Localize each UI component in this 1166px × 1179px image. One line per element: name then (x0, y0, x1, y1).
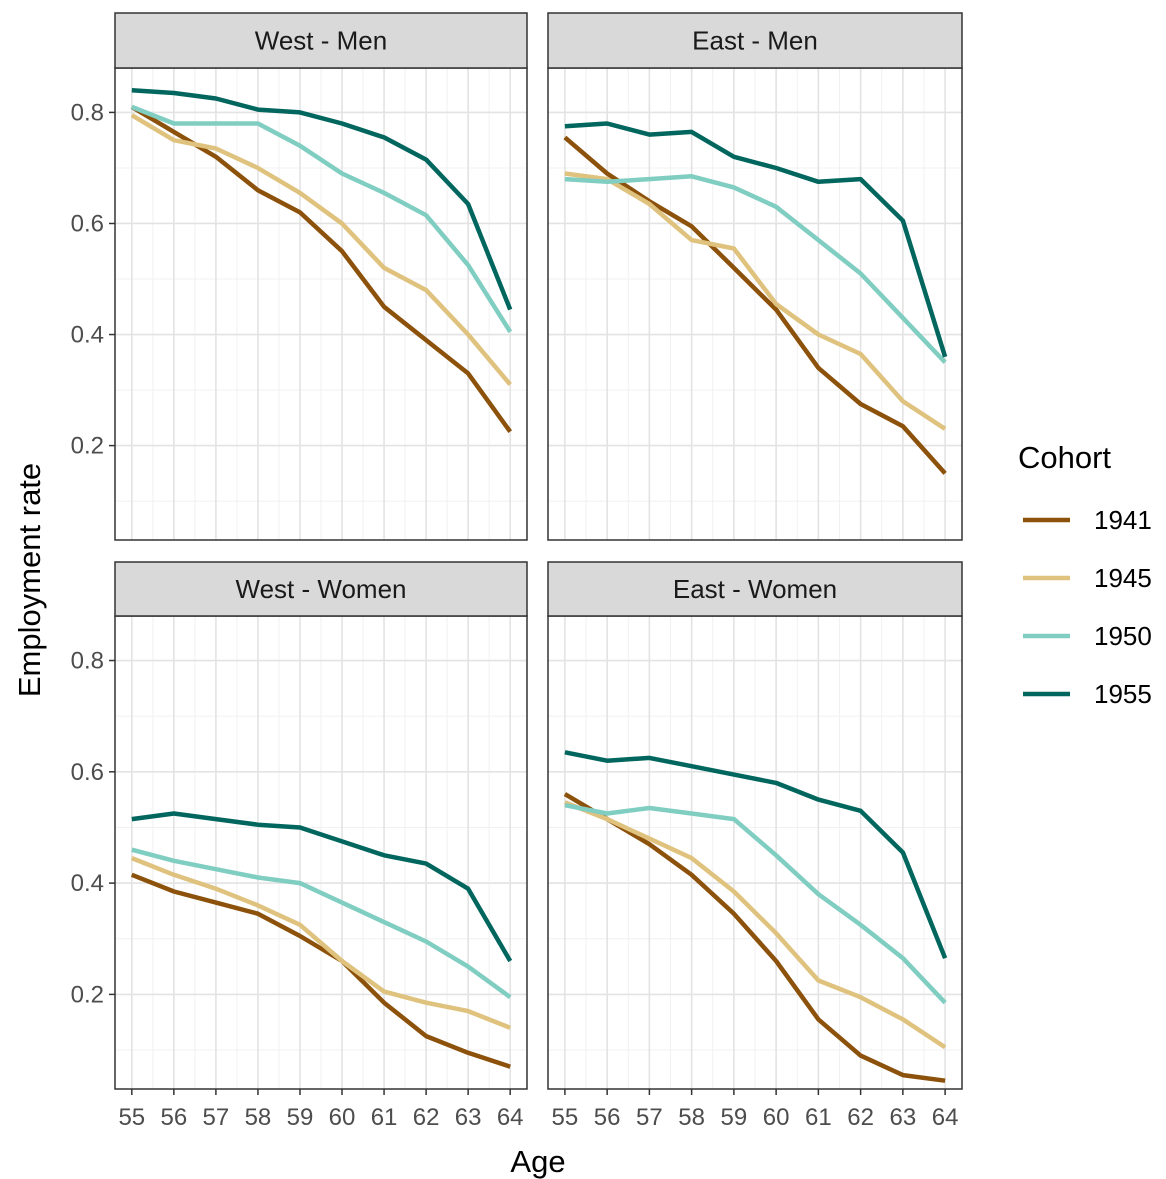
x-tick-label: 62 (847, 1104, 874, 1131)
series-line-1945 (564, 800, 947, 1050)
legend-item: 1941 (1023, 505, 1152, 535)
series-line-1950 (130, 104, 513, 334)
series-line-1945 (130, 113, 512, 386)
x-tick-label: 56 (161, 1104, 188, 1131)
facet-strip (114, 561, 528, 617)
facet-panel: West - Men (114, 12, 528, 541)
facet-strip (547, 561, 963, 617)
series-line-1941 (130, 872, 511, 1069)
facet-strip (547, 12, 963, 69)
series-line-1955 (131, 811, 513, 963)
x-tick-label: 55 (118, 1104, 145, 1131)
y-tick-label: 0.6 (71, 759, 104, 786)
facet-panel: East - Women (547, 561, 963, 1090)
x-tick-label: 58 (678, 1104, 705, 1131)
x-tick-label: 59 (721, 1104, 748, 1131)
y-tick-label: 0.8 (71, 648, 104, 675)
y-tick-label: 0.8 (71, 99, 104, 126)
y-tick-label: 0.2 (71, 981, 104, 1008)
x-axis-ticks: 55 56 57 58 59 60 61 62 63 64 55 56 57 58 59 60 61 62 63 64 (118, 1089, 958, 1131)
series-line-1950 (131, 847, 512, 1000)
x-tick-label: 60 (329, 1104, 356, 1131)
y-tick-label: 0.6 (71, 210, 104, 237)
x-tick-label: 62 (413, 1104, 440, 1131)
y-tick-label: 0.4 (71, 322, 104, 349)
legend-label: 1955 (1094, 679, 1152, 709)
x-tick-label: 57 (636, 1104, 663, 1131)
x-tick-label: 55 (552, 1104, 579, 1131)
x-tick-label: 60 (763, 1104, 790, 1131)
facet-panels: West - Men East - Men West - Women East - W… (114, 12, 963, 1090)
y-tick-label: 0.4 (71, 870, 104, 897)
legend-item: 1955 (1023, 679, 1152, 709)
facet-title: East - Men (692, 26, 818, 56)
facet-panel: East - Men (547, 12, 963, 541)
facet-title: East - Women (673, 574, 837, 604)
facet-title: West - Women (236, 574, 407, 604)
x-tick-label: 63 (890, 1104, 917, 1131)
series-line-1941 (563, 792, 946, 1083)
x-tick-label: 56 (594, 1104, 621, 1131)
x-tick-label: 58 (245, 1104, 272, 1131)
legend-item: 1950 (1023, 621, 1152, 651)
legend-title: Cohort (1018, 440, 1111, 475)
legend-label: 1945 (1094, 563, 1152, 593)
x-tick-label: 57 (203, 1104, 230, 1131)
facet-panel: West - Women (114, 561, 528, 1090)
series-line-1941 (563, 135, 947, 475)
legend-label: 1950 (1094, 621, 1152, 651)
facet-title: West - Men (255, 26, 387, 56)
series-line-1955 (564, 750, 948, 960)
series-line-1945 (130, 856, 512, 1030)
series-line-1945 (564, 171, 947, 431)
series-line-1955 (131, 87, 513, 311)
y-tick-label: 0.2 (71, 433, 104, 460)
series-line-1950 (564, 802, 947, 1005)
x-tick-label: 64 (932, 1104, 959, 1131)
series-line-1950 (564, 174, 947, 364)
series-line-1955 (564, 121, 948, 358)
x-tick-label: 61 (371, 1104, 398, 1131)
x-axis-title: Age (510, 1144, 565, 1179)
x-tick-label: 59 (287, 1104, 314, 1131)
legend-label: 1941 (1094, 505, 1152, 535)
facet-strip (114, 12, 528, 69)
x-tick-label: 61 (805, 1104, 832, 1131)
y-axis-title: Employment rate (12, 463, 47, 697)
y-axis-ticks: 0.2 0.4 0.6 0.8 0.2 0.4 0.6 0.8 (71, 99, 115, 1008)
legend: Cohort 1941 1945 1950 1955 (1018, 440, 1152, 709)
x-tick-label: 64 (497, 1104, 524, 1131)
x-tick-label: 63 (455, 1104, 482, 1131)
legend-item: 1945 (1023, 563, 1152, 593)
